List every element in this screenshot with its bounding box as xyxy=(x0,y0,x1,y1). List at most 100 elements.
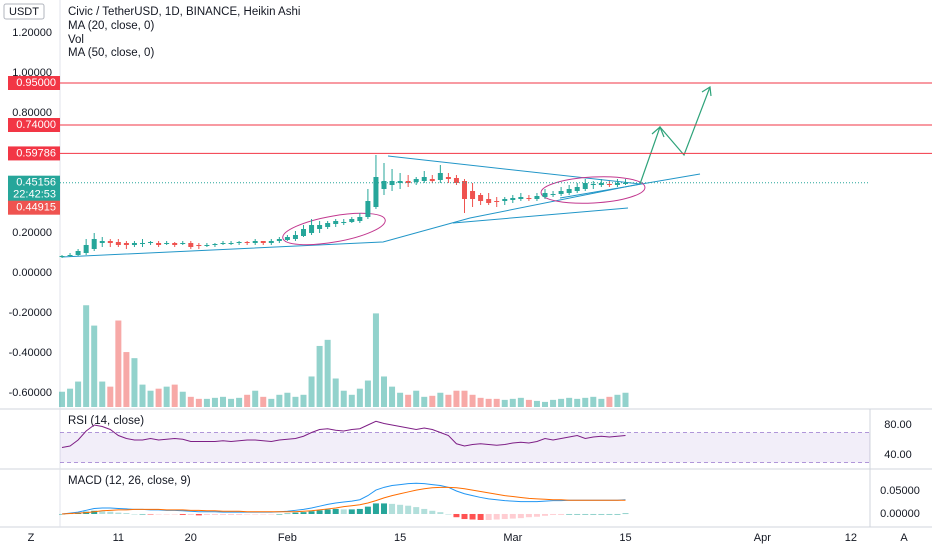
candle-body xyxy=(140,243,145,244)
volume-bar xyxy=(364,380,371,407)
candle-body xyxy=(357,217,363,221)
volume-bar xyxy=(509,398,516,407)
volume-bar xyxy=(131,358,138,407)
rsi-line xyxy=(61,420,626,448)
candle-body xyxy=(542,193,548,197)
volume-bar xyxy=(477,397,484,407)
macd-histogram-bar xyxy=(99,511,106,514)
macd-histogram-bar xyxy=(203,513,210,515)
candle-body xyxy=(268,241,274,243)
macd-histogram-bar xyxy=(405,505,412,514)
macd-histogram-bar xyxy=(542,513,548,516)
y-tick-label: 40.00 xyxy=(884,449,912,461)
last-price-label: 0.45156 xyxy=(16,177,56,189)
macd-histogram-bar xyxy=(437,512,444,514)
candle-body xyxy=(99,241,105,243)
y-tick-label: 80.00 xyxy=(884,419,912,431)
macd-histogram-bar xyxy=(228,513,235,515)
candle-body xyxy=(526,198,532,199)
macd-histogram-bar xyxy=(332,508,339,514)
x-tick-label: 12 xyxy=(845,532,857,544)
volume-bar xyxy=(252,390,259,407)
volume-bar xyxy=(107,386,114,407)
volume-bar xyxy=(59,391,65,407)
candle-body xyxy=(325,223,331,227)
x-tick-label: 15 xyxy=(619,532,631,544)
button-label: A xyxy=(900,532,908,544)
macd-histogram-bar xyxy=(485,513,492,520)
volume-bar xyxy=(525,399,532,407)
macd-histogram-bar xyxy=(364,506,371,514)
candle-body xyxy=(83,245,89,253)
currency-badge[interactable] xyxy=(3,3,45,20)
macd-histogram-bar xyxy=(397,504,404,514)
auto-button[interactable] xyxy=(895,530,913,546)
trend-line xyxy=(452,207,629,224)
volume-bar xyxy=(453,390,460,407)
macd-histogram-bar xyxy=(421,508,428,514)
indicator-legend: RSI (14, close) xyxy=(68,415,144,427)
volume-bar xyxy=(517,397,524,407)
volume-bar xyxy=(614,394,621,407)
macd-histogram-bar xyxy=(525,513,532,518)
volume-bar xyxy=(356,388,363,407)
macd-histogram-bar xyxy=(155,513,162,515)
macd-histogram-bar xyxy=(300,512,307,514)
volume-bar xyxy=(139,384,146,407)
macd-histogram-bar xyxy=(590,513,597,515)
volume-bar xyxy=(203,398,210,407)
y-tick-label: 0.00000 xyxy=(880,508,920,520)
macd-histogram-bar xyxy=(276,513,283,515)
volume-bar xyxy=(292,396,299,407)
volume-bar xyxy=(276,394,283,407)
macd-histogram-bar xyxy=(260,513,267,515)
macd-histogram-bar xyxy=(477,513,484,520)
volume-bar xyxy=(260,396,267,407)
candle-body xyxy=(478,195,484,201)
x-tick-label: 15 xyxy=(394,532,406,544)
candle-body xyxy=(301,229,306,236)
volume-bar xyxy=(155,388,162,407)
macd-histogram-bar xyxy=(614,513,621,515)
candle-body xyxy=(292,235,298,239)
arrow-head xyxy=(651,125,665,138)
y-tick-label: 1.00000 xyxy=(12,67,52,79)
candle-body xyxy=(188,243,194,247)
volume-bar xyxy=(405,394,412,407)
y-tick-label: 0.00000 xyxy=(12,267,52,279)
candle-body xyxy=(518,197,524,199)
volume-bar xyxy=(147,390,154,407)
candle-body xyxy=(405,181,411,183)
macd-histogram-bar xyxy=(445,513,452,515)
button-label: Z xyxy=(28,532,35,544)
macd-histogram-bar xyxy=(606,513,613,515)
candle-body xyxy=(228,243,234,244)
candle-body xyxy=(180,243,186,244)
volume-bar xyxy=(236,397,243,407)
candle-body xyxy=(373,177,379,207)
volume-bar xyxy=(171,384,178,407)
candle-body xyxy=(115,242,121,245)
candle-body xyxy=(365,201,371,217)
candle-body xyxy=(494,201,500,202)
x-tick-label: Apr xyxy=(754,532,771,544)
candle-body xyxy=(164,243,170,244)
volume-bar xyxy=(163,386,170,407)
macd-histogram-bar xyxy=(517,513,524,519)
volume-bar xyxy=(67,388,74,407)
macd-histogram-bar xyxy=(493,513,500,520)
macd-histogram-bar xyxy=(123,513,130,514)
macd-histogram-bar xyxy=(139,513,146,515)
volume-bar xyxy=(123,352,130,407)
candle-body xyxy=(486,199,492,203)
zoom-button[interactable] xyxy=(22,530,40,546)
macd-histogram-bar xyxy=(236,513,243,515)
level-label: 0.59786 xyxy=(16,147,56,159)
macd-histogram-bar xyxy=(292,512,299,514)
macd-histogram-bar xyxy=(187,513,194,515)
candle-body xyxy=(196,245,202,246)
macd-histogram-bar xyxy=(252,513,259,515)
macd-histogram-bar xyxy=(316,510,323,514)
volume-bar xyxy=(598,398,605,407)
prev-price-box xyxy=(8,200,60,215)
